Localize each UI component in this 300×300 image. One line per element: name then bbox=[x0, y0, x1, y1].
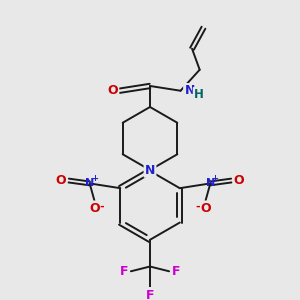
Text: O: O bbox=[107, 84, 118, 97]
Text: -: - bbox=[100, 201, 104, 211]
Text: O: O bbox=[89, 202, 100, 215]
Text: O: O bbox=[234, 174, 244, 187]
Text: F: F bbox=[172, 265, 180, 278]
Text: O: O bbox=[56, 174, 66, 187]
Text: -: - bbox=[196, 201, 200, 211]
Text: F: F bbox=[120, 265, 128, 278]
Text: N: N bbox=[85, 178, 94, 188]
Text: O: O bbox=[200, 202, 211, 215]
Text: +: + bbox=[91, 174, 98, 183]
Text: F: F bbox=[146, 289, 154, 300]
Text: H: H bbox=[194, 88, 204, 101]
Text: N: N bbox=[145, 164, 155, 176]
Text: N: N bbox=[206, 178, 215, 188]
Text: +: + bbox=[212, 174, 219, 183]
Text: N: N bbox=[184, 84, 195, 97]
